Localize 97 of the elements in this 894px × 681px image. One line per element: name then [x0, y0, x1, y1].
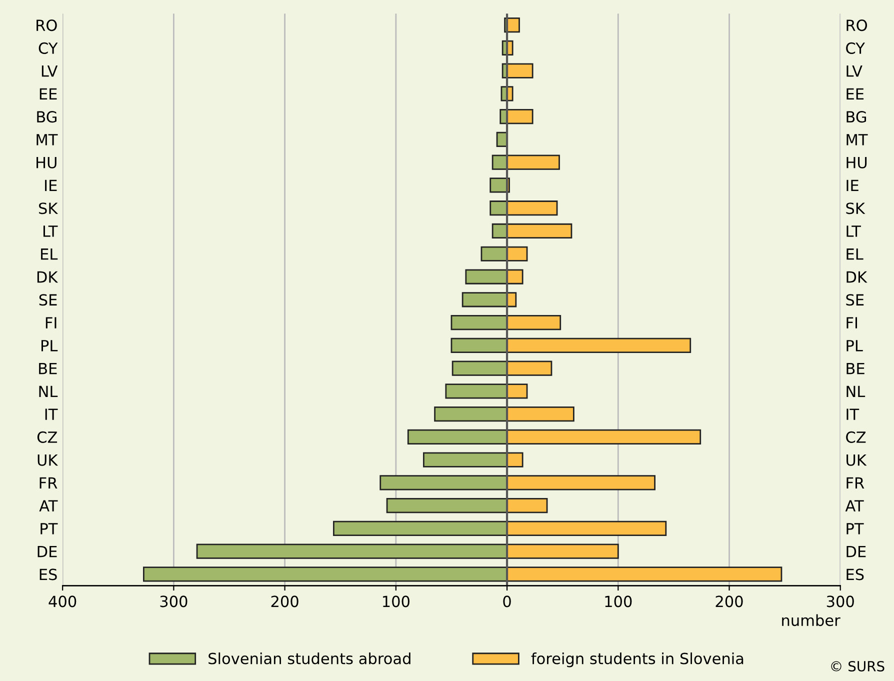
y-tick-label: CY — [38, 42, 58, 54]
category-label: SE — [846, 294, 864, 306]
x-tick-label: 100 — [383, 596, 410, 608]
category-label: AT — [845, 500, 864, 512]
category-label: EL — [846, 248, 864, 260]
bar — [332, 520, 508, 536]
bar — [450, 314, 508, 330]
x-tick-label: 200 — [271, 596, 298, 608]
legend-label: Slovenian students abroad — [208, 652, 410, 664]
y-tick-label: LT — [43, 226, 58, 237]
bar — [506, 566, 782, 582]
x-tick-label: 200 — [716, 596, 743, 608]
y-tick-label: PL — [41, 340, 58, 352]
bar — [506, 475, 656, 490]
category-label: EE — [846, 88, 864, 100]
category-label: LV — [846, 65, 862, 77]
category-label: CY — [846, 42, 865, 54]
y-tick-label: CZ — [37, 431, 58, 443]
category-label: BE — [846, 362, 864, 374]
bar — [506, 223, 572, 239]
bar — [196, 544, 508, 559]
bar — [407, 429, 508, 444]
bar — [465, 269, 508, 284]
x-tick-label: 300 — [160, 596, 188, 608]
category-label: DK — [846, 271, 868, 283]
bar — [445, 384, 508, 399]
y-tick-label: IE — [45, 180, 57, 192]
bar — [490, 200, 508, 216]
x-tick-label: 400 — [48, 596, 76, 608]
y-tick-label: ES — [40, 568, 57, 580]
category-label: NL — [846, 386, 866, 397]
category-label: PT — [846, 523, 864, 534]
y-tick-label: BG — [37, 111, 56, 123]
y-tick-label: HU — [36, 157, 56, 168]
x-axis-title: number — [782, 614, 840, 626]
y-tick-label: UK — [38, 454, 58, 466]
bar — [506, 154, 560, 170]
y-tick-label: NL — [39, 386, 58, 397]
x-tick-label: 100 — [605, 596, 632, 608]
bar — [506, 544, 619, 559]
bar — [506, 246, 528, 262]
y-tick-label: RO — [36, 20, 57, 32]
legend-label: foreign students in Slovenia — [531, 652, 744, 668]
category-label: HU — [846, 157, 867, 168]
x-tick-label: 0 — [503, 596, 511, 608]
bar — [506, 269, 524, 284]
bar — [380, 475, 508, 490]
bar — [434, 406, 508, 422]
bar — [506, 452, 524, 468]
y-tick-label: DE — [38, 546, 57, 558]
y-tick-label: LV — [42, 65, 58, 77]
bar — [480, 246, 508, 262]
y-tick-label: FR — [40, 477, 58, 488]
category-label: IT — [846, 408, 860, 420]
bar — [506, 429, 702, 444]
y-tick-label: PT — [40, 523, 58, 534]
category-label: LT — [846, 226, 862, 237]
category-label: DE — [846, 546, 866, 558]
y-tick-label: FI — [46, 317, 56, 328]
bar — [142, 566, 508, 582]
bar — [422, 452, 508, 468]
category-label: FI — [846, 317, 858, 328]
bar — [462, 292, 508, 308]
y-tick-label: EL — [41, 248, 58, 260]
bar — [506, 360, 552, 376]
bar — [506, 200, 558, 216]
category-label: FR — [846, 477, 864, 488]
bar — [506, 384, 528, 399]
y-tick-label: BE — [39, 362, 57, 374]
y-tick-label: SE — [39, 294, 57, 306]
category-label: SK — [846, 202, 866, 214]
bar — [506, 109, 534, 124]
y-tick-label: AT — [39, 500, 58, 512]
bar — [452, 360, 508, 376]
y-tick-label: SK — [39, 202, 58, 214]
bar — [506, 498, 548, 514]
category-label: UK — [846, 454, 867, 466]
y-tick-label: IT — [45, 408, 58, 420]
category-label: CZ — [846, 431, 866, 443]
y-tick-label: EE — [40, 88, 57, 100]
category-label: PL — [846, 340, 863, 352]
category-label: BG — [846, 111, 866, 123]
bar — [506, 314, 562, 330]
x-tick-label: 300 — [826, 596, 854, 608]
category-label: IE — [846, 180, 858, 192]
bar — [506, 338, 692, 353]
bar — [506, 406, 574, 422]
y-tick-label: MT — [36, 134, 58, 146]
text: © SURS — [831, 660, 884, 672]
bar — [386, 498, 508, 514]
category-label: RO — [846, 20, 868, 32]
bar — [506, 63, 534, 78]
bar — [450, 338, 508, 353]
bar — [506, 520, 667, 536]
y-tick-label: DK — [37, 271, 58, 283]
category-label: ES — [846, 568, 864, 580]
category-label: MT — [846, 134, 868, 146]
